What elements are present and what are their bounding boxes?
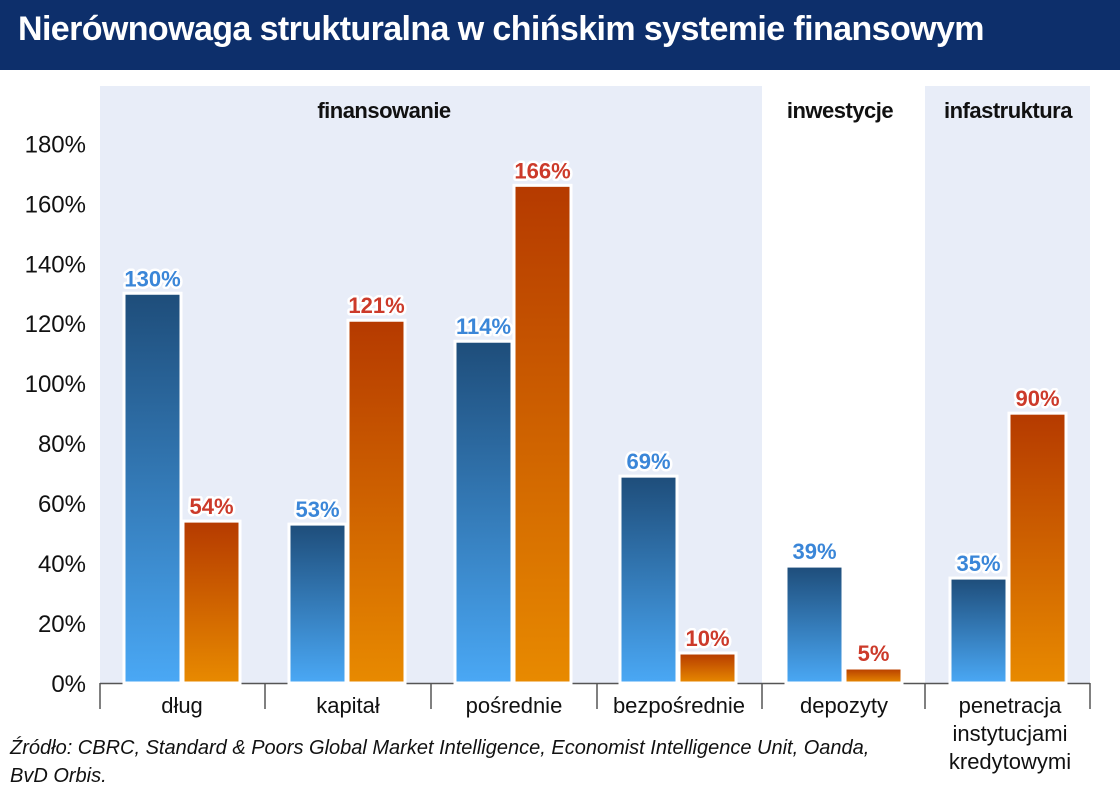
data-labels: 130% 53% 114% 69% 39% 35% 54% 121% 166% 10% 5% 90% (122, 156, 1062, 669)
category-label-3: bezpośrednie (613, 693, 745, 718)
bar-orange-2 (512, 183, 573, 685)
bar-blue-2 (453, 339, 514, 685)
section-backgrounds: finansowanie inwestycje infastruktura (100, 86, 1090, 683)
data-label-blue-1: 53% (295, 497, 339, 522)
data-label-blue-0: 130% (124, 266, 180, 291)
y-tick-label: 160% (25, 191, 86, 218)
y-tick-label: 140% (25, 251, 86, 278)
section-label-1: inwestycje (787, 98, 894, 123)
category-label-2: pośrednie (466, 693, 563, 718)
data-label-orange-0: 54% (189, 494, 233, 519)
y-tick-label: 20% (38, 611, 86, 638)
y-tick-label: 60% (38, 491, 86, 518)
data-label-blue-3: 69% (626, 449, 670, 474)
bar-blue-3 (618, 474, 679, 685)
bars (122, 183, 1068, 685)
chart-area: finansowanie inwestycje infastruktura 0% 20… (25, 86, 1091, 774)
data-label-blue-2: 114% (456, 314, 511, 339)
data-label-orange-2: 166% (514, 158, 570, 183)
y-tick-label: 100% (25, 371, 86, 398)
y-tick-label: 80% (38, 431, 86, 458)
data-label-orange-5: 90% (1015, 386, 1059, 411)
bar-orange-5 (1007, 411, 1068, 685)
y-tick-label: 0% (51, 671, 86, 698)
data-label-orange-1: 121% (348, 293, 404, 318)
bar-orange-1 (346, 318, 407, 685)
y-tick-label: 120% (25, 311, 86, 338)
chart-title: Nierównowaga strukturalna w chińskim sys… (18, 10, 985, 48)
x-axis: dług kapitał pośrednie bezpośrednie depozyty… (161, 693, 1071, 774)
y-axis: 0% 20% 40% 60% 80% 100% 120% 140% 160% 180% (25, 131, 1091, 709)
bar-blue-4 (784, 564, 845, 685)
data-label-blue-5: 35% (956, 551, 1000, 576)
data-label-orange-4: 5% (858, 641, 890, 666)
title-bar: Nierównowaga strukturalna w chińskim sys… (0, 0, 1120, 70)
data-label-blue-4: 39% (792, 539, 836, 564)
bar-blue-1 (287, 522, 348, 685)
bar-blue-5 (948, 576, 1009, 685)
category-label-5: penetracja instytucjami kredytowymi (949, 693, 1071, 774)
section-label-2: infastruktura (944, 98, 1073, 123)
bar-orange-4 (843, 666, 904, 685)
section-label-0: finansowanie (317, 98, 451, 123)
bar-orange-3 (677, 651, 738, 685)
source-note: Źródło: CBRC, Standard & Poors Global Ma… (10, 737, 870, 787)
data-label-orange-3: 10% (685, 626, 729, 651)
bar-orange-0 (181, 519, 242, 685)
category-label-1: kapitał (316, 693, 380, 718)
category-label-4: depozyty (800, 693, 888, 718)
category-label-0: dług (161, 693, 203, 718)
y-tick-label: 180% (25, 131, 86, 158)
y-tick-label: 40% (38, 551, 86, 578)
bar-blue-0 (122, 291, 183, 685)
